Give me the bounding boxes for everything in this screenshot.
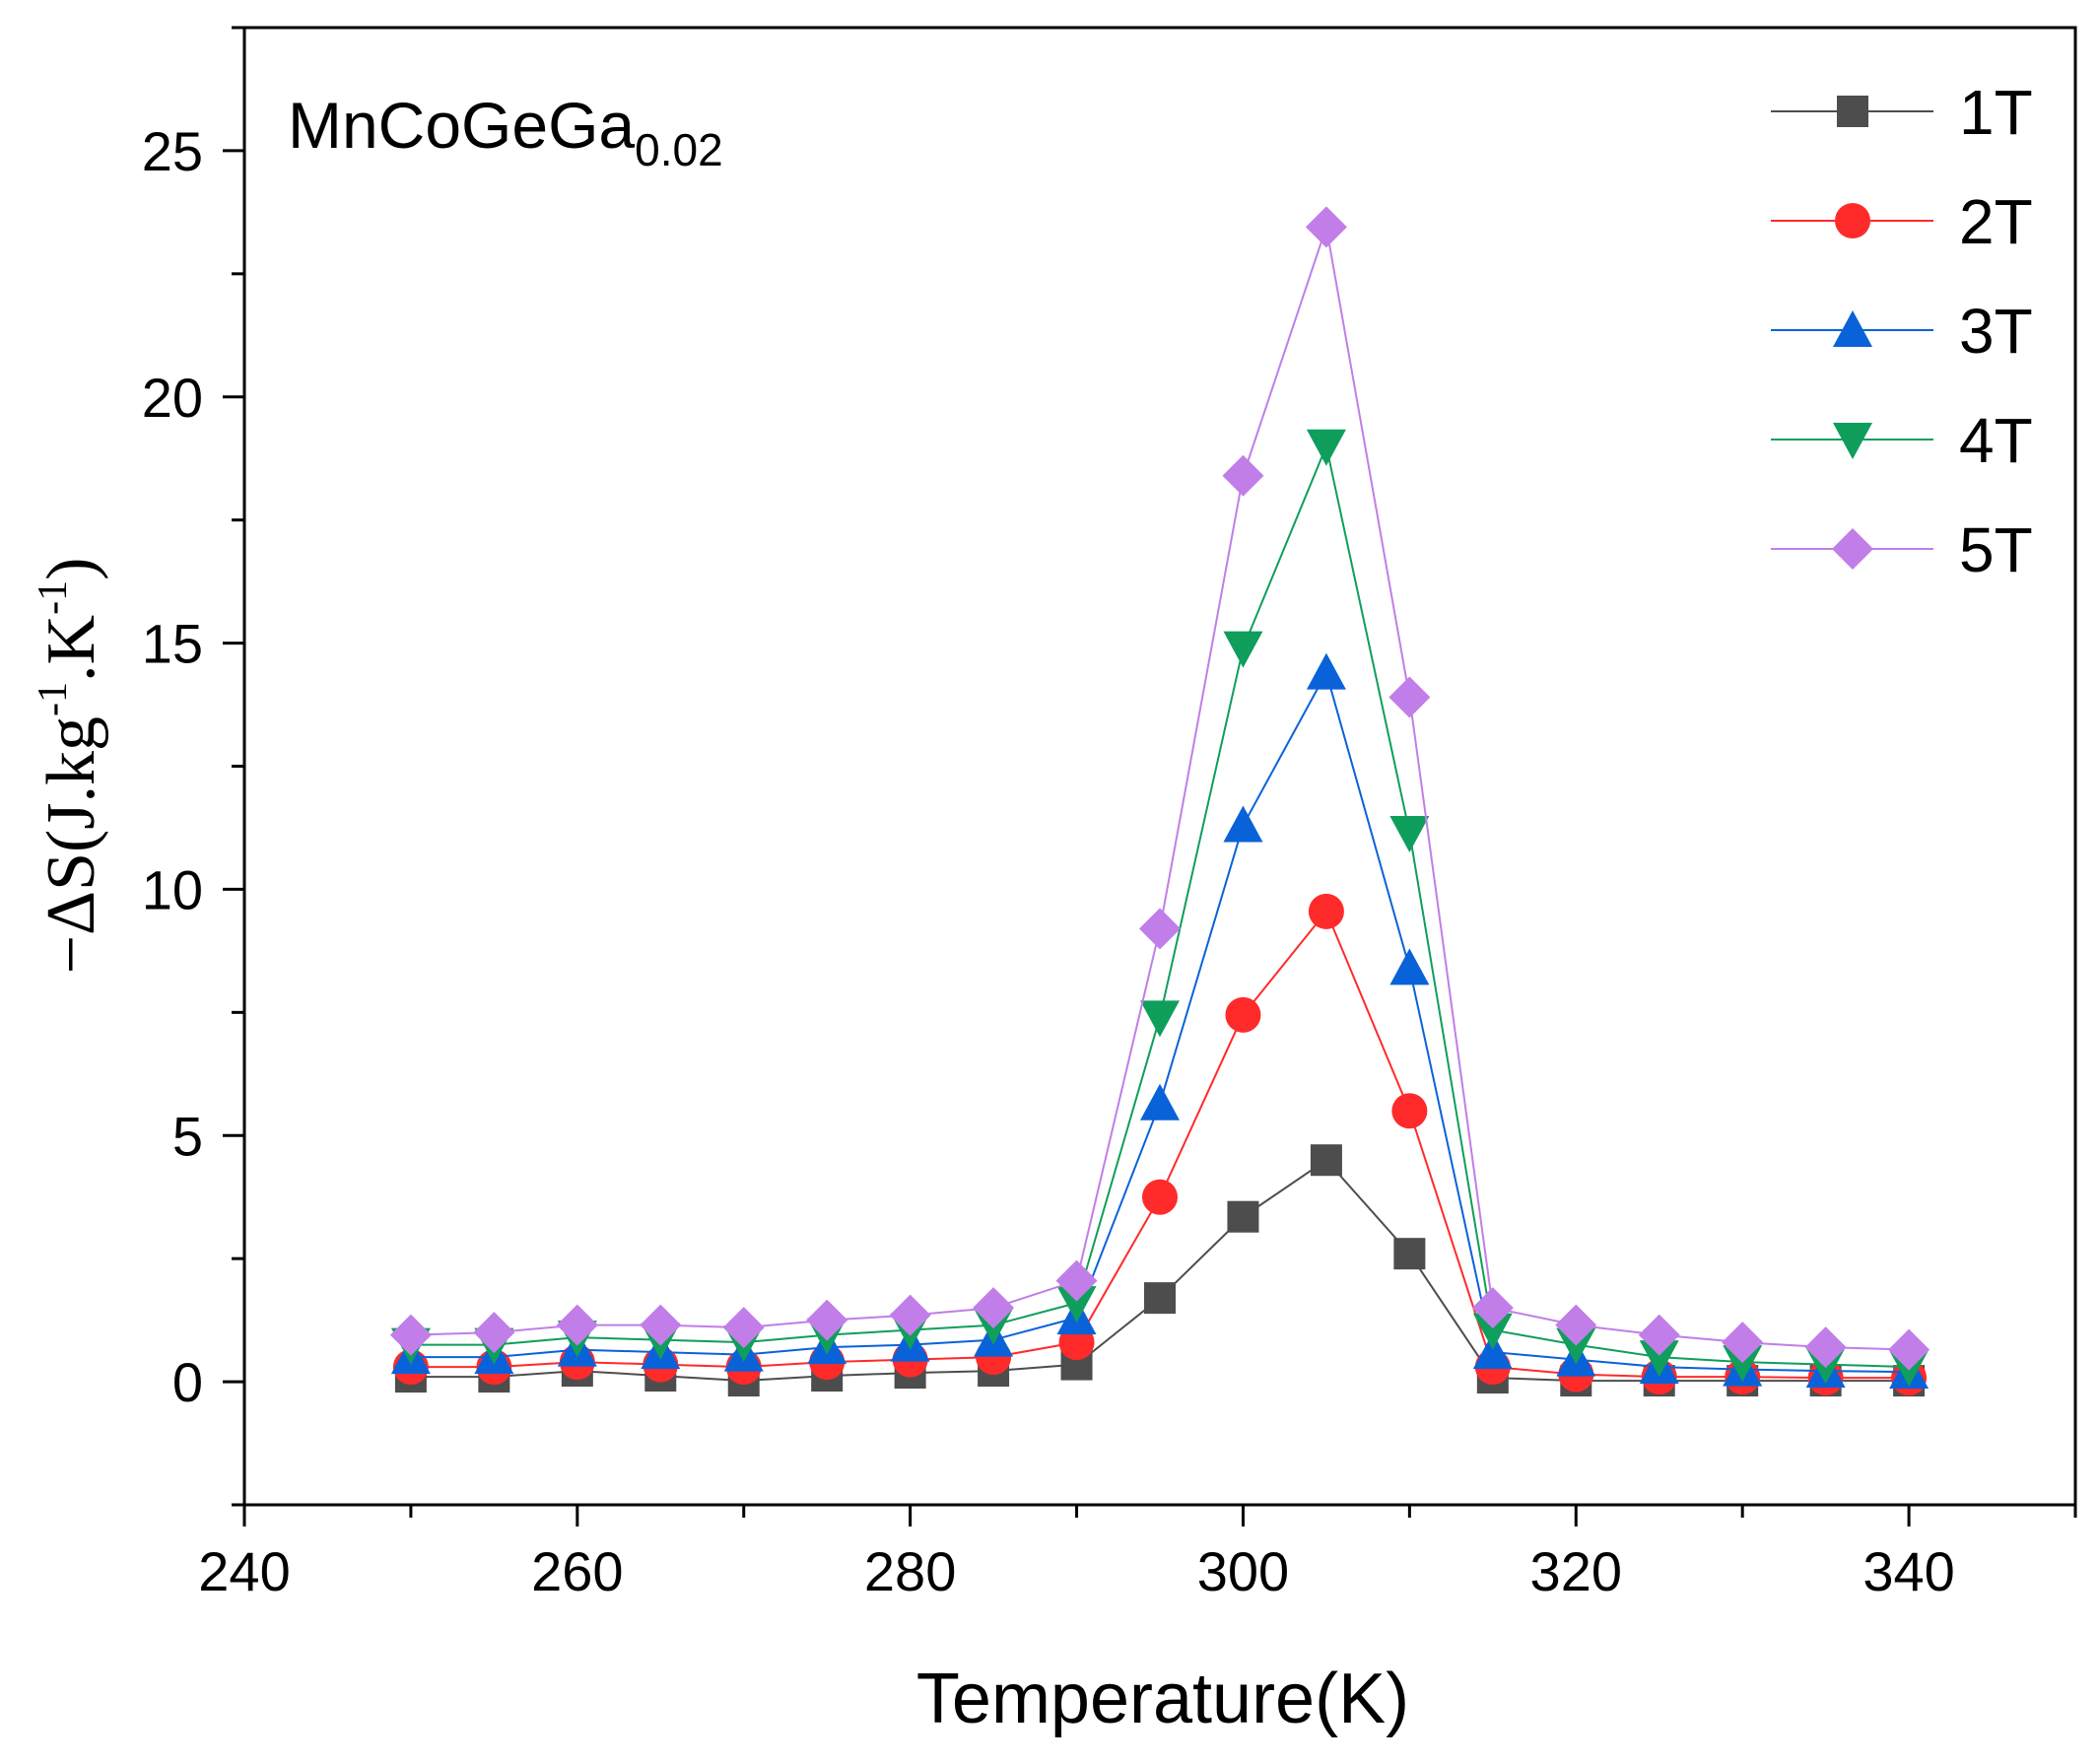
data-point-4T <box>1556 1327 1596 1365</box>
data-point-3T <box>1306 652 1346 690</box>
x-tick-label: 320 <box>1530 1540 1622 1602</box>
data-point-2T <box>1391 1093 1428 1129</box>
legend-label: 4T <box>1959 405 2033 476</box>
x-axis-title: Temperature(K) <box>916 1660 1409 1738</box>
x-tick-label: 340 <box>1862 1540 1954 1602</box>
data-point-4T <box>1639 1340 1679 1378</box>
sample-annotation: MnCoGeGa0.02 <box>288 89 723 175</box>
legend-marker <box>1832 528 1873 570</box>
data-point-4T <box>1389 815 1430 852</box>
series-2T <box>392 893 1928 1396</box>
data-point-5T <box>889 1294 931 1336</box>
data-point-5T <box>973 1287 1015 1329</box>
data-point-5T <box>1388 676 1431 718</box>
axis-ticks: 240 260 280 300 320 340 0 5 10 15 20 25 <box>142 26 2077 1602</box>
x-tick-label: 260 <box>531 1540 623 1602</box>
y-axis-title: −ΔS(J.kg-1.K-1) <box>31 558 109 975</box>
data-point-2T <box>1142 1179 1178 1215</box>
x-tick-label: 300 <box>1197 1540 1289 1602</box>
data-point-3T <box>1140 1083 1180 1120</box>
legend-label: 5T <box>1959 514 2033 585</box>
data-point-3T <box>1223 805 1263 843</box>
data-point-1T <box>1393 1238 1426 1270</box>
legend-label: 1T <box>1959 77 2033 148</box>
data-point-5T <box>389 1314 432 1356</box>
y-tick-label: 5 <box>172 1105 203 1167</box>
legend-item-2T: 2T <box>1771 186 2033 257</box>
data-point-5T <box>1055 1259 1098 1302</box>
y-tick-label: 15 <box>142 613 203 675</box>
data-point-5T <box>1471 1287 1514 1329</box>
plot-area <box>389 206 1930 1397</box>
data-point-3T <box>1389 948 1430 985</box>
data-point-5T <box>1305 206 1347 248</box>
legend-item-1T: 1T <box>1771 77 2033 148</box>
y-tick-label: 20 <box>142 367 203 429</box>
data-point-1T <box>1310 1144 1342 1177</box>
data-point-4T <box>1306 429 1346 466</box>
data-point-1T <box>1227 1200 1259 1233</box>
data-point-3T <box>1472 1332 1513 1370</box>
data-point-5T <box>1804 1326 1847 1369</box>
data-point-5T <box>473 1312 515 1354</box>
legend-item-3T: 3T <box>1771 296 2033 367</box>
data-point-5T <box>640 1304 682 1346</box>
legend: 1T 2T 3T 4T 5T <box>1771 77 2033 585</box>
data-point-5T <box>1555 1304 1597 1346</box>
legend-item-4T: 4T <box>1771 405 2033 476</box>
data-point-4T <box>1056 1286 1097 1323</box>
y-tick-label: 10 <box>142 858 203 920</box>
series-5T <box>389 206 1930 1371</box>
data-point-2T <box>1308 893 1344 929</box>
data-point-4T <box>1472 1313 1513 1350</box>
data-point-4T <box>1223 631 1263 668</box>
x-tick-label: 280 <box>864 1540 956 1602</box>
data-point-5T <box>1222 454 1264 497</box>
data-point-4T <box>1140 1000 1180 1038</box>
data-point-5T <box>1139 908 1181 950</box>
data-point-5T <box>556 1304 598 1346</box>
x-tick-label: 240 <box>198 1540 290 1602</box>
data-point-5T <box>722 1307 765 1349</box>
data-point-5T <box>1722 1322 1764 1364</box>
data-point-5T <box>1638 1314 1680 1356</box>
legend-marker <box>1833 310 1872 347</box>
legend-label: 2T <box>1959 186 2033 257</box>
data-point-1T <box>1144 1282 1176 1315</box>
series-line-4T <box>410 442 1910 1369</box>
legend-marker <box>1833 423 1872 459</box>
legend-marker <box>1837 96 1868 127</box>
data-point-2T <box>1225 996 1261 1033</box>
legend-marker <box>1835 203 1870 238</box>
data-point-5T <box>806 1299 848 1341</box>
y-tick-label: 0 <box>172 1351 203 1413</box>
legend-label: 3T <box>1959 296 2033 367</box>
y-tick-label: 25 <box>142 120 203 182</box>
data-point-4T <box>1723 1345 1763 1383</box>
data-point-5T <box>1888 1328 1930 1371</box>
legend-item-5T: 5T <box>1771 514 2033 585</box>
